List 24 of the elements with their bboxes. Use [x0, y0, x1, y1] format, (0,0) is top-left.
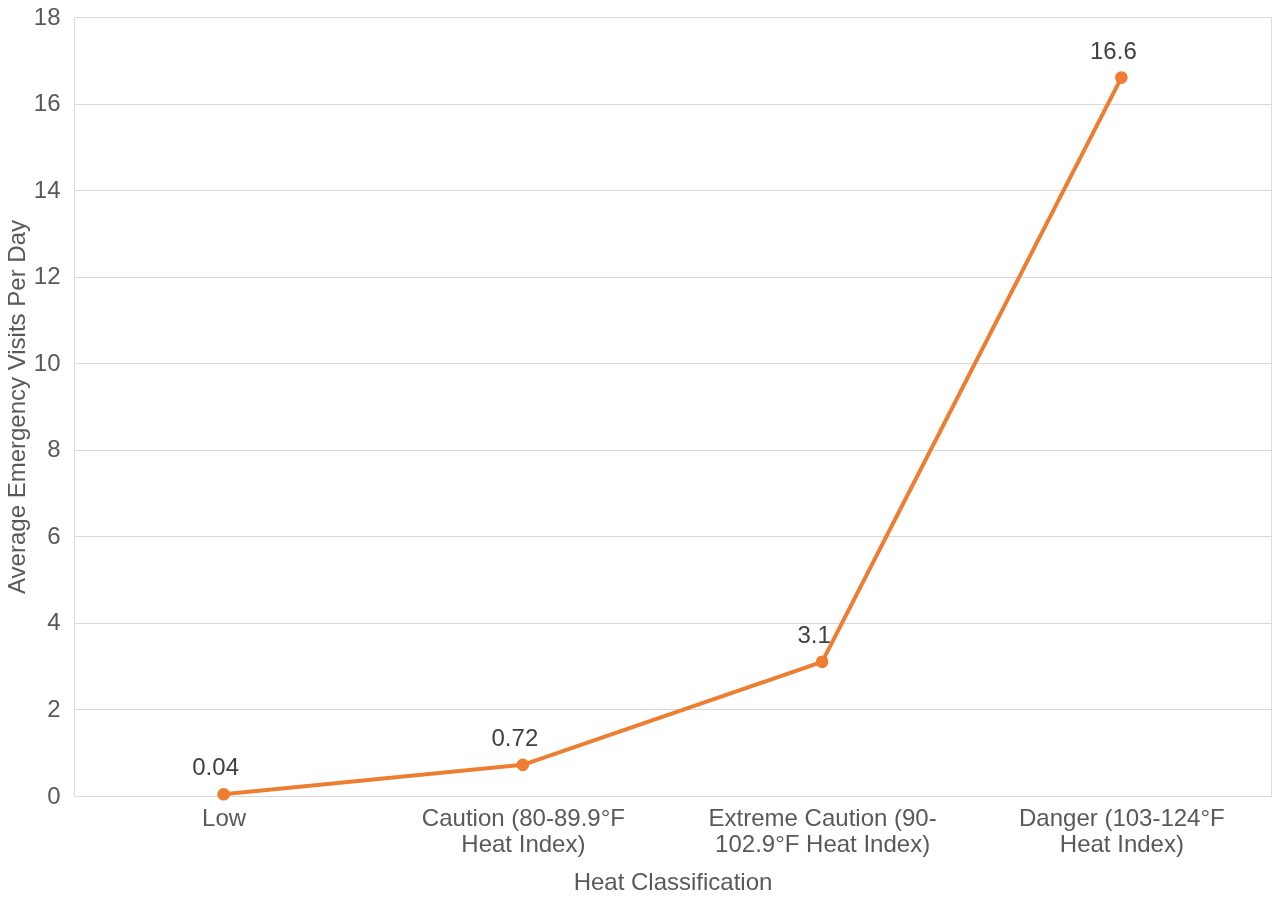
data-label: 16.6	[1090, 36, 1137, 64]
point	[217, 787, 230, 801]
data-label: 0.72	[491, 723, 539, 751]
y-axis-title: Average Emergency Visits Per Day	[2, 220, 30, 594]
x-tick-label: Extreme Caution (90-102.9°F Heat Index)	[708, 803, 937, 857]
y-tick-label: 18	[33, 2, 61, 30]
y-tick-label: 12	[33, 262, 61, 290]
y-tick-label: 6	[47, 521, 61, 549]
x-tick-label: Danger (103-124°F Heat Index)	[1019, 803, 1225, 857]
y-tick-label: 14	[33, 175, 61, 203]
data-label: 0.04	[192, 753, 239, 781]
point	[1115, 71, 1128, 84]
point	[516, 758, 530, 772]
y-tick-label: 4	[47, 608, 61, 636]
point	[815, 655, 829, 669]
y-tick-label: 2	[47, 694, 61, 722]
x-tick-label: Caution (80-89.9°F Heat Index)	[421, 803, 625, 857]
data-label: 3.1	[797, 620, 831, 648]
y-tick-label: 10	[33, 348, 61, 376]
x-axis-title: Heat Classification	[573, 867, 773, 895]
x-tick-label: Low	[202, 803, 247, 831]
y-tick-label: 8	[47, 435, 61, 463]
y-tick-label: 16	[33, 89, 61, 117]
y-tick-label: 0	[47, 781, 61, 809]
